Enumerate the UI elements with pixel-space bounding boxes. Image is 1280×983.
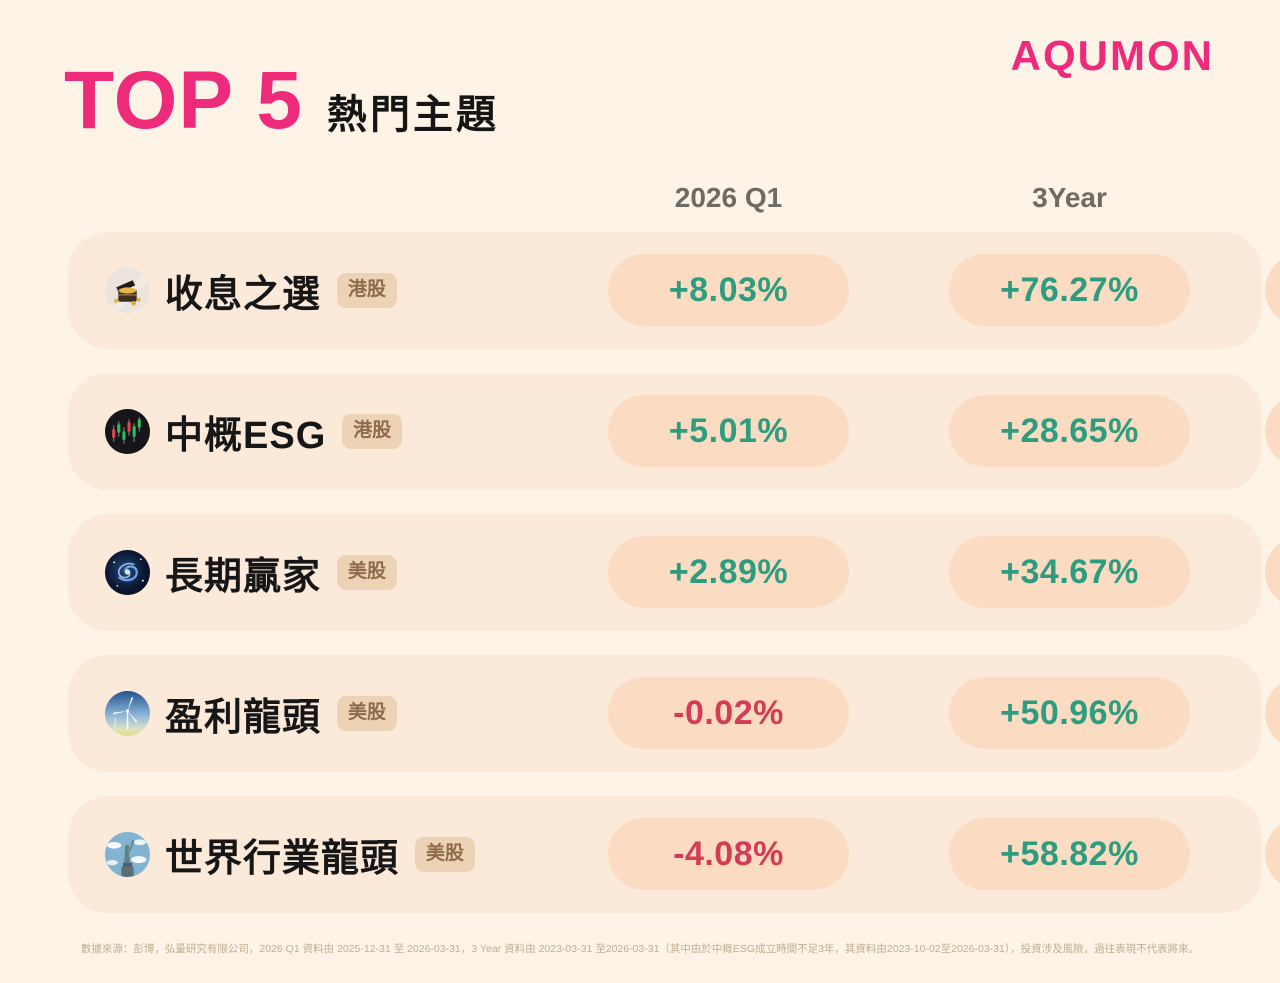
- q1-return-pill: +5.01%: [608, 395, 849, 467]
- theme-name: 盈利龍頭: [165, 697, 322, 739]
- galaxy-icon: [105, 550, 150, 595]
- treasure-chest-icon: [105, 268, 150, 313]
- column-header-3year: 3Year: [1032, 182, 1107, 213]
- 3year-return-pill: +28.65%: [949, 395, 1190, 467]
- market-tag: 美股: [337, 696, 398, 731]
- 3year-return-pill: +34.67%: [949, 536, 1190, 608]
- q1-return-pill: -0.02%: [608, 677, 849, 749]
- statue-of-liberty-icon: [105, 832, 150, 877]
- market-tag: 港股: [337, 273, 398, 308]
- theme-row: 中概ESG 港股 +5.01% +28.65%: [0, 373, 1280, 490]
- 3year-return-pill: +50.96%: [949, 677, 1190, 749]
- theme-name: 長期贏家: [165, 556, 322, 598]
- theme-row: 長期贏家 美股 +2.89% +34.67%: [0, 514, 1280, 631]
- theme-name: 收息之選: [165, 274, 322, 316]
- column-header-2026-q1: 2026 Q1: [674, 182, 783, 213]
- theme-name: 世界行業龍頭: [165, 838, 400, 880]
- edge-decoration: [1265, 395, 1280, 467]
- theme-row: 盈利龍頭 美股 -0.02% +50.96%: [0, 655, 1280, 772]
- 3year-return-pill: +76.27%: [949, 254, 1190, 326]
- theme-row: 收息之選 港股 +8.03% +76.27%: [0, 232, 1280, 349]
- edge-decoration: [1265, 677, 1280, 749]
- q1-return-pill: -4.08%: [608, 818, 849, 890]
- market-tag: 美股: [415, 837, 476, 872]
- title-subtitle: 熱門主題: [327, 93, 499, 137]
- theme-row: 世界行業龍頭 美股 -4.08% +58.82%: [0, 796, 1280, 913]
- data-source-disclaimer: 數據來源：彭博，弘量研究有限公司，2026 Q1 資料由 2025-12-31 …: [80, 943, 1200, 955]
- aqumon-logo: AQUMON: [1010, 32, 1214, 79]
- 3year-return-pill: +58.82%: [949, 818, 1190, 890]
- edge-decoration: [1265, 536, 1280, 608]
- theme-name: 中概ESG: [165, 415, 327, 457]
- candlestick-chart-icon: [105, 409, 150, 454]
- market-tag: 美股: [337, 555, 398, 590]
- q1-return-pill: +2.89%: [608, 536, 849, 608]
- edge-decoration: [1265, 818, 1280, 890]
- q1-return-pill: +8.03%: [608, 254, 849, 326]
- edge-decoration: [1265, 254, 1280, 326]
- page-title: TOP 5 熱門主題: [64, 60, 499, 142]
- wind-turbine-icon: [105, 691, 150, 736]
- title-top5: TOP 5: [64, 55, 303, 146]
- market-tag: 港股: [342, 414, 403, 449]
